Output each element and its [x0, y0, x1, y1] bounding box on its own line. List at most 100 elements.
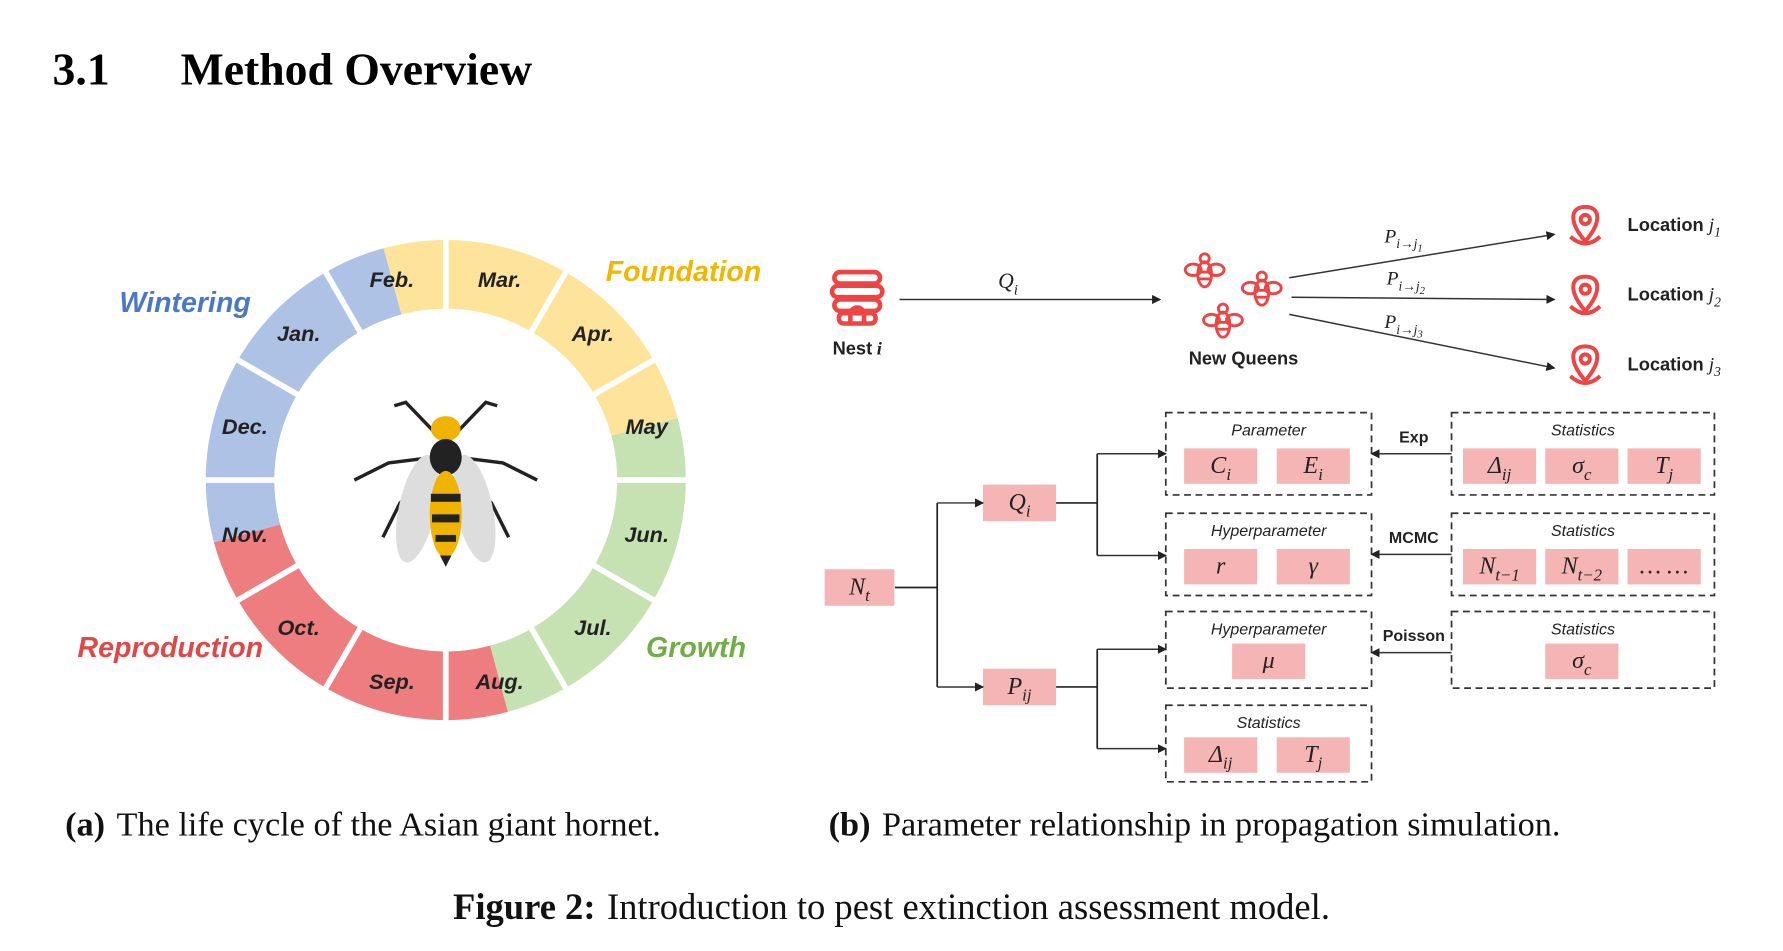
month-label: Aug.: [474, 669, 523, 694]
ring-segment: [594, 360, 678, 436]
caption: (a) The life cycle of the Asian giant hor…: [65, 806, 661, 844]
location-label: Location: [1628, 284, 1704, 305]
math-label: σc: [1572, 648, 1592, 679]
pin-base: [1569, 374, 1602, 385]
variable-box: [1276, 548, 1350, 585]
ring-divider: [527, 625, 570, 692]
math-base: σ: [1572, 648, 1585, 674]
math-label: Pi→j2: [1386, 269, 1426, 297]
math-label: Nt−2: [1561, 554, 1603, 585]
math-base: N: [848, 574, 867, 600]
math-sub: i: [1014, 282, 1018, 299]
variable-box: [1232, 643, 1306, 680]
math-sub: t−2: [1578, 565, 1603, 584]
ring-divider: [234, 356, 301, 398]
ring-segment: [531, 417, 686, 688]
ring-segment: [490, 628, 566, 712]
variable-box: [1627, 448, 1701, 484]
month-label: Jul.: [574, 615, 611, 640]
math-base: P: [1383, 312, 1396, 333]
variable-box: [1462, 548, 1537, 585]
math-base: N: [1561, 554, 1580, 580]
location-text: Location: [1628, 214, 1704, 235]
math-sub: 3: [1713, 364, 1721, 379]
group-title: Statistics: [1237, 715, 1301, 732]
month-label: Jun.: [624, 522, 669, 547]
math-base: Δ: [1208, 742, 1223, 768]
variable-box: [982, 484, 1057, 522]
ring-divider: [234, 562, 301, 604]
group-title: Statistics: [1551, 523, 1615, 540]
arrow: [1289, 313, 1556, 371]
math-sub: i→j: [1399, 278, 1420, 293]
math-base: P: [1383, 226, 1396, 247]
pin-dot: [1578, 212, 1592, 227]
group-box: [1450, 411, 1716, 496]
math-label: Tj: [1304, 742, 1322, 773]
location-text: Location: [1628, 284, 1704, 305]
math-base: P: [1386, 269, 1399, 290]
nest-icon: [829, 269, 885, 326]
group-title: Statistics: [1551, 422, 1615, 439]
math-base: σ: [1572, 453, 1585, 479]
math-base: T: [1304, 742, 1319, 768]
phase-label: Foundation: [606, 256, 761, 288]
group-title: Hyperparameter: [1211, 523, 1327, 540]
new-queens-icon: [1183, 252, 1283, 339]
group-title: Hyperparameter: [1211, 621, 1327, 638]
ring-segment: [445, 240, 654, 395]
math-subsub: 3: [1416, 328, 1422, 340]
caption-text: Parameter relationship in propagation si…: [882, 806, 1561, 844]
ring-divider: [322, 268, 364, 336]
math-label: Pi→j3: [1383, 312, 1422, 340]
math-label: Pi→j1: [1383, 226, 1422, 254]
variable-box: [982, 668, 1057, 706]
caption: (b) Parameter relationship in propagation…: [829, 806, 1561, 844]
ring-divider: [527, 268, 570, 336]
math-base: Q: [998, 269, 1014, 293]
math-base: j: [1706, 215, 1714, 236]
method-label: MCMC: [1389, 530, 1439, 547]
arrow: [1291, 294, 1556, 304]
caption-text: The life cycle of the Asian giant hornet…: [117, 806, 661, 844]
group-title: Statistics: [1551, 621, 1615, 638]
variable-box: [1276, 448, 1350, 484]
variable-box: [1545, 448, 1619, 484]
caption-tag: Figure 2:: [453, 886, 596, 927]
arrow: [1289, 231, 1556, 279]
math-base: P: [1007, 674, 1023, 700]
math-sub: i→j: [1396, 322, 1417, 337]
section-number: 3.1: [53, 44, 110, 95]
group-box: [1450, 512, 1716, 597]
math-base: j: [1706, 285, 1714, 306]
nest-label: Nest i: [833, 337, 882, 358]
variable-box: [1184, 737, 1258, 773]
math-sub: i→j: [1396, 236, 1417, 251]
math-label: Δij: [1487, 453, 1512, 484]
math-sub: ij: [1223, 754, 1233, 773]
group-box: [1164, 704, 1373, 783]
nest-text: Nest: [833, 337, 873, 358]
pin-dot: [1578, 282, 1592, 296]
pin-dot: [1578, 352, 1592, 366]
math-base: T: [1655, 453, 1670, 479]
math-label: … …: [1640, 554, 1689, 580]
ring-divider: [322, 625, 364, 692]
math-label: Ei: [1303, 453, 1324, 484]
month-label: Jan.: [277, 321, 320, 346]
math-sub: ij: [1502, 465, 1512, 484]
phase-label: Growth: [646, 632, 746, 664]
location-icon: [1569, 204, 1602, 246]
ring-segment: [325, 248, 402, 332]
math-base: r: [1216, 554, 1226, 580]
variable-box: [1276, 737, 1350, 773]
pin-base: [1569, 304, 1602, 316]
math-base: … …: [1640, 554, 1689, 580]
math-sub: i: [1226, 465, 1231, 484]
math-label: Tj: [1655, 453, 1673, 484]
ring-segment: [383, 240, 446, 315]
pin: [1571, 344, 1600, 384]
math-sub: c: [1584, 465, 1592, 484]
